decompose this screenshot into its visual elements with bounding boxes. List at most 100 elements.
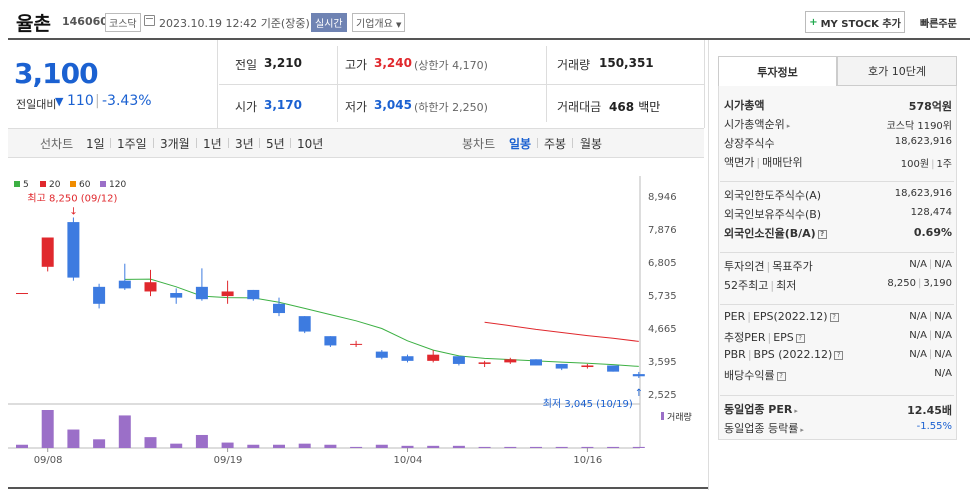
help-icon[interactable]: ? xyxy=(776,371,786,381)
volume-legend-label: 거래량 xyxy=(667,411,692,423)
candle-body xyxy=(375,351,388,358)
tab-1w[interactable]: 1주일 xyxy=(117,137,147,151)
down-triangle-icon: ▼ xyxy=(55,95,64,108)
arrow-right-icon: ▸ xyxy=(800,426,804,434)
diff-value: 110 xyxy=(67,93,94,109)
market-badge: 코스닥 xyxy=(105,13,141,32)
info-value: -1.55% xyxy=(916,421,952,432)
info-value: N/A | N/A xyxy=(909,349,952,360)
info-key: 추정PER | EPS? xyxy=(724,329,805,345)
volume-bar xyxy=(298,443,311,448)
tab-separator xyxy=(228,138,229,148)
info-value: 18,623,916 xyxy=(894,188,952,199)
tab-investment-info[interactable]: 투자정보 xyxy=(718,56,837,86)
tab-separator xyxy=(153,138,154,148)
candle-body xyxy=(607,365,620,372)
bottom-divider xyxy=(8,487,708,489)
section-divider xyxy=(720,252,954,253)
y-tick-label: 4,665 xyxy=(648,324,677,335)
legend-swatch xyxy=(14,181,20,187)
legend-label: 60 xyxy=(79,180,91,190)
prev-label: 전일 xyxy=(235,58,258,72)
realtime-button[interactable]: 실시간 xyxy=(311,13,347,32)
candle-body xyxy=(41,237,54,267)
x-tick-label: 09/19 xyxy=(214,455,243,466)
candle-body xyxy=(401,356,414,361)
volume-bar xyxy=(16,444,28,448)
tab-order-book[interactable]: 호가 10단계 xyxy=(837,56,957,86)
tab-1d[interactable]: 1일 xyxy=(86,137,105,151)
info-value: N/A | N/A xyxy=(909,330,952,341)
info-key: 52주최고 | 최저 xyxy=(724,279,797,292)
volume-bar xyxy=(555,446,568,448)
prev-value: 3,210 xyxy=(264,56,302,70)
volume-bar xyxy=(478,446,491,448)
quick-order-link[interactable]: 빠른주문 xyxy=(920,19,957,30)
x-tick-label: 09/08 xyxy=(34,455,63,466)
tab-monthly[interactable]: 월봉 xyxy=(580,137,603,151)
y-tick-label: 3,595 xyxy=(648,357,677,368)
candle-body xyxy=(452,356,465,364)
candle-body xyxy=(581,365,594,368)
calendar-icon xyxy=(144,15,155,26)
chevron-down-icon: ▼ xyxy=(396,21,402,29)
help-icon[interactable]: ? xyxy=(834,350,844,360)
legend-label: 5 xyxy=(23,180,29,190)
low-label: 저가 xyxy=(345,100,368,114)
candle-body xyxy=(221,291,234,297)
info-key[interactable]: 동일업종 등락률 ▸ xyxy=(724,422,804,435)
section-divider xyxy=(720,304,954,305)
tab-weekly[interactable]: 주봉 xyxy=(544,137,567,151)
info-value: 578억원 xyxy=(908,100,952,113)
help-icon[interactable]: ? xyxy=(795,333,805,343)
candle-body xyxy=(427,354,440,361)
volume-bar xyxy=(67,429,80,448)
candle-body xyxy=(67,222,80,278)
diff-separator: | xyxy=(95,93,100,109)
section-divider xyxy=(720,395,954,396)
low-arrow-icon: ↑ xyxy=(635,388,643,399)
y-tick-label: 2,525 xyxy=(648,390,677,401)
volume-bar xyxy=(273,444,285,448)
volume-bar xyxy=(41,410,54,448)
y-tick-label: 6,805 xyxy=(648,258,677,269)
help-icon[interactable]: ? xyxy=(829,312,839,322)
info-value: N/A | N/A xyxy=(909,311,952,322)
upper-limit: (상한가 4,170) xyxy=(414,59,488,72)
volume-bar xyxy=(375,444,388,448)
tab-5y[interactable]: 5년 xyxy=(266,137,285,151)
volume-bar xyxy=(324,444,337,448)
low-value: 3,045 xyxy=(374,98,412,112)
info-key[interactable]: 시가총액순위 ▸ xyxy=(724,118,791,131)
price-chart[interactable]: 8,946 7,876 6,805 5,735 4,665 3,595 2,525 5 20 60… xyxy=(8,170,704,470)
volume-bar xyxy=(247,444,260,448)
tab-separator xyxy=(110,138,111,148)
legend-swatch xyxy=(40,181,46,187)
info-value: 100원 | 1주 xyxy=(900,159,952,170)
info-key[interactable]: 동일업종 PER ▸ xyxy=(724,403,798,416)
price-box xyxy=(8,40,218,128)
volume-bar xyxy=(632,446,645,448)
tab-daily[interactable]: 일봉 xyxy=(509,137,532,151)
legend-swatch xyxy=(70,181,76,187)
tab-3m[interactable]: 3개월 xyxy=(160,137,190,151)
info-key: 투자의견 | 목표주가 xyxy=(724,260,813,273)
help-icon[interactable]: ? xyxy=(817,229,827,239)
company-info-dropdown[interactable]: 기업개요 ▼ xyxy=(352,13,406,32)
line-chart-label: 선차트 xyxy=(40,137,74,151)
volume-bar xyxy=(530,446,542,448)
tab-3y[interactable]: 3년 xyxy=(235,137,254,151)
volume-swatch xyxy=(661,412,664,420)
info-value: 코스닥 1190위 xyxy=(886,121,952,132)
volume-bar xyxy=(221,442,234,448)
mystock-add-button[interactable]: + MY STOCK 추가 xyxy=(805,11,905,33)
tab-1y[interactable]: 1년 xyxy=(203,137,222,151)
tab-separator xyxy=(537,138,538,148)
info-key: 액면가 | 매매단위 xyxy=(724,156,803,169)
volume-bar xyxy=(581,446,594,448)
info-key: 배당수익률? xyxy=(724,367,786,383)
tab-separator xyxy=(572,138,573,148)
stock-code: 146060 xyxy=(62,15,108,28)
candle-body xyxy=(555,363,568,369)
tab-10y[interactable]: 10년 xyxy=(297,137,324,151)
